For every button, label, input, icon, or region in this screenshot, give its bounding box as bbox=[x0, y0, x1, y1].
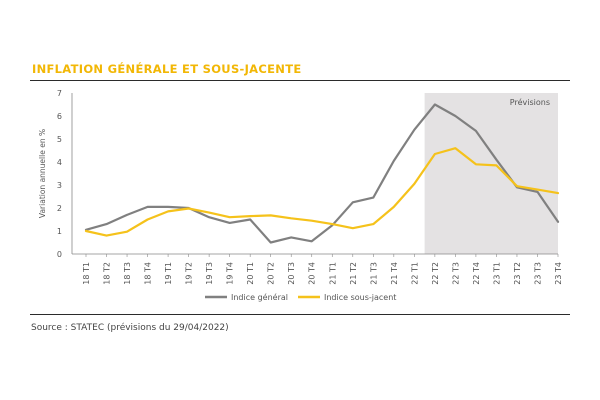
series-line-general bbox=[84, 103, 560, 244]
y-tick-label: 3 bbox=[57, 181, 62, 190]
forecast-label: Prévisions bbox=[510, 97, 550, 107]
x-tick-label: 21 T1 bbox=[328, 262, 337, 285]
source-note: Source : STATEC (prévisions du 29/04/202… bbox=[31, 323, 229, 333]
x-tick-label: 20 T4 bbox=[308, 262, 317, 285]
y-axis-label: Variation annuelle en % bbox=[38, 129, 47, 218]
legend-label: Indice général bbox=[231, 292, 288, 302]
x-tick-label: 19 T3 bbox=[205, 262, 214, 285]
x-tick-label: 19 T2 bbox=[185, 262, 194, 285]
x-tick-label: 22 T4 bbox=[472, 262, 481, 285]
top-divider bbox=[30, 80, 570, 81]
x-tick-label: 20 T2 bbox=[267, 262, 276, 285]
y-tick-label: 1 bbox=[57, 227, 62, 236]
chart-title: INFLATION GÉNÉRALE ET SOUS-JACENTE bbox=[32, 62, 302, 76]
x-tick-label: 21 T4 bbox=[390, 262, 399, 285]
series-line-core bbox=[84, 147, 560, 237]
x-tick-label: 23 T4 bbox=[554, 262, 563, 285]
x-tick-label: 18 T2 bbox=[103, 262, 112, 285]
y-tick-label: 7 bbox=[57, 89, 62, 98]
x-tick-label: 23 T1 bbox=[492, 262, 501, 285]
x-tick-label: 20 T1 bbox=[246, 262, 255, 285]
x-tick-label: 18 T1 bbox=[82, 262, 91, 285]
x-tick-label: 19 T1 bbox=[164, 262, 173, 285]
x-tick-label: 23 T3 bbox=[533, 262, 542, 285]
x-tick-label: 18 T3 bbox=[123, 262, 132, 285]
legend-label: Indice sous-jacent bbox=[324, 293, 396, 302]
x-tick-label: 19 T4 bbox=[226, 262, 235, 285]
x-tick-label: 20 T3 bbox=[287, 262, 296, 285]
x-tick-label: 22 T3 bbox=[451, 262, 460, 285]
x-tick-label: 22 T1 bbox=[410, 262, 419, 285]
y-tick-label: 0 bbox=[57, 250, 62, 259]
y-tick-label: 2 bbox=[57, 204, 62, 213]
y-tick-label: 6 bbox=[57, 112, 62, 121]
x-tick-label: 23 T2 bbox=[513, 262, 522, 285]
x-tick-label: 21 T3 bbox=[369, 262, 378, 285]
y-tick-label: 5 bbox=[57, 135, 62, 144]
bottom-divider bbox=[30, 314, 570, 315]
forecast-band bbox=[424, 93, 558, 254]
x-tick-label: 21 T2 bbox=[349, 262, 358, 285]
x-tick-label: 18 T4 bbox=[144, 262, 153, 285]
x-tick-label: 22 T2 bbox=[431, 262, 440, 285]
y-tick-label: 4 bbox=[57, 158, 62, 167]
